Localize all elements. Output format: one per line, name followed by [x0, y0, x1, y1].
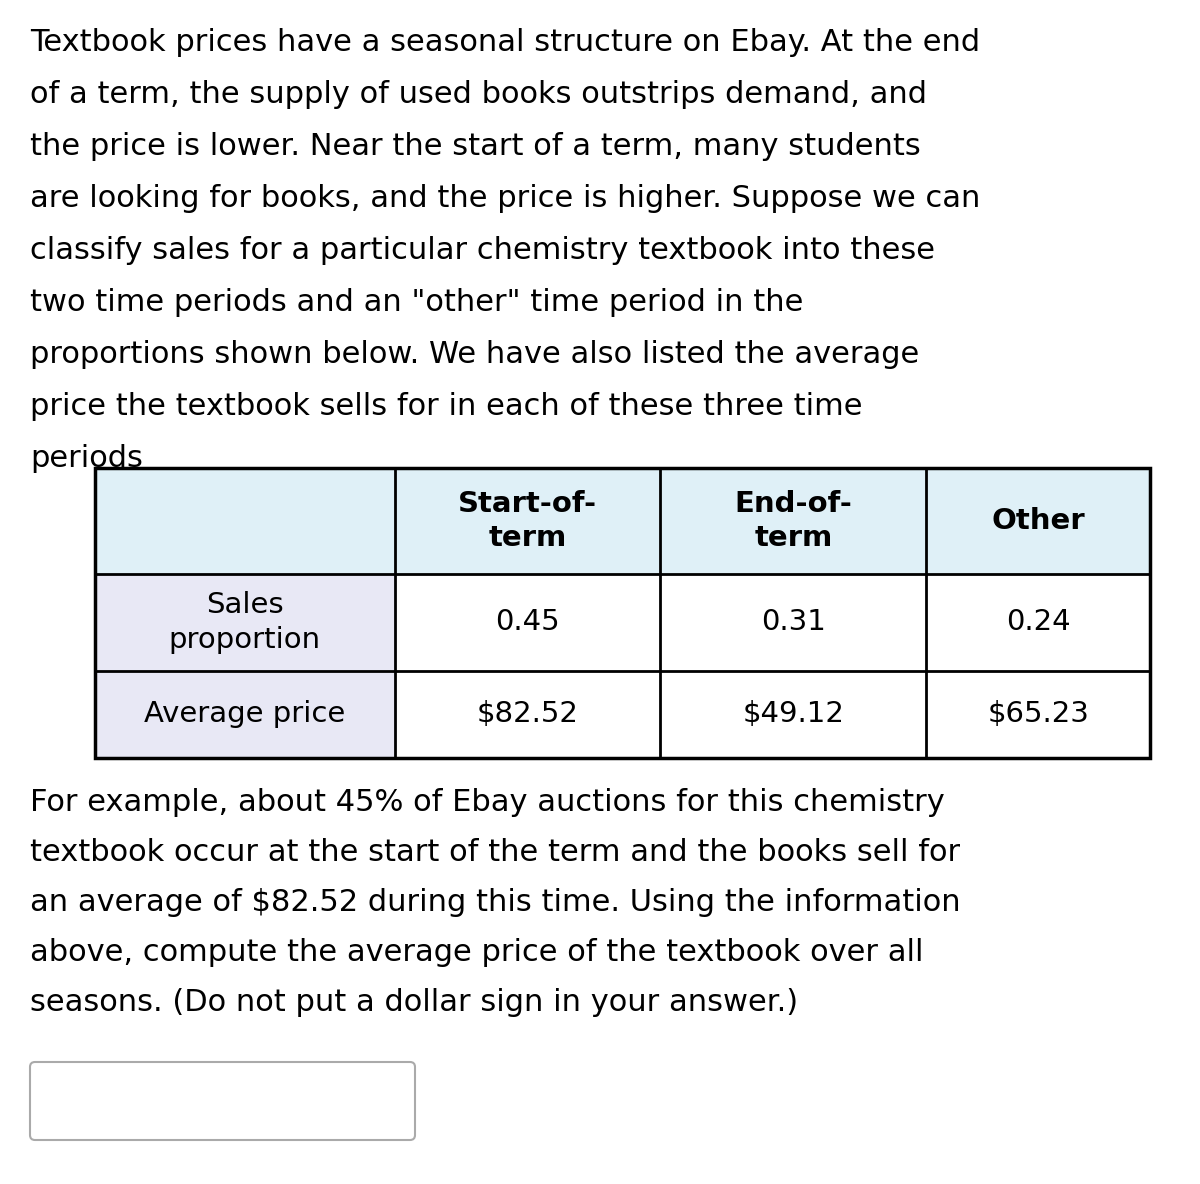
Text: above, compute the average price of the textbook over all: above, compute the average price of the …: [30, 938, 924, 967]
Text: $65.23: $65.23: [988, 701, 1090, 728]
Bar: [660, 574, 926, 671]
Text: the price is lower. Near the start of a term, many students: the price is lower. Near the start of a …: [30, 131, 920, 161]
Text: two time periods and an "other" time period in the: two time periods and an "other" time per…: [30, 288, 803, 317]
Text: For example, about 45% of Ebay auctions for this chemistry: For example, about 45% of Ebay auctions …: [30, 789, 944, 817]
Text: proportions shown below. We have also listed the average: proportions shown below. We have also li…: [30, 340, 919, 369]
Text: an average of $82.52 during this time. Using the information: an average of $82.52 during this time. U…: [30, 888, 961, 916]
Text: Textbook prices have a seasonal structure on Ebay. At the end: Textbook prices have a seasonal structur…: [30, 28, 980, 57]
Text: Sales
proportion: Sales proportion: [169, 591, 320, 654]
Bar: [95, 468, 1150, 758]
Text: price the textbook sells for in each of these three time: price the textbook sells for in each of …: [30, 392, 863, 422]
Text: of a term, the supply of used books outstrips demand, and: of a term, the supply of used books outs…: [30, 81, 928, 109]
Bar: [95, 671, 395, 758]
Bar: [926, 468, 1150, 574]
Bar: [395, 468, 660, 574]
Text: 0.24: 0.24: [1006, 609, 1070, 637]
Text: classify sales for a particular chemistry textbook into these: classify sales for a particular chemistr…: [30, 236, 935, 265]
Text: $82.52: $82.52: [476, 701, 578, 728]
Text: 0.31: 0.31: [761, 609, 826, 637]
Bar: [926, 671, 1150, 758]
Bar: [926, 574, 1150, 671]
Text: End-of-
term: End-of- term: [734, 490, 852, 552]
Bar: [95, 468, 395, 574]
Text: 0.45: 0.45: [496, 609, 560, 637]
Bar: [660, 468, 926, 574]
Bar: [95, 574, 395, 671]
Bar: [395, 671, 660, 758]
Text: Other: Other: [991, 507, 1085, 535]
Text: textbook occur at the start of the term and the books sell for: textbook occur at the start of the term …: [30, 838, 960, 867]
Bar: [395, 574, 660, 671]
Text: Average price: Average price: [144, 701, 346, 728]
Bar: [660, 671, 926, 758]
Text: seasons. (Do not put a dollar sign in your answer.): seasons. (Do not put a dollar sign in yo…: [30, 987, 798, 1017]
Text: Start-of-
term: Start-of- term: [458, 490, 598, 552]
Text: $49.12: $49.12: [743, 701, 845, 728]
Text: periods: periods: [30, 444, 143, 472]
FancyBboxPatch shape: [30, 1062, 415, 1140]
Text: are looking for books, and the price is higher. Suppose we can: are looking for books, and the price is …: [30, 184, 980, 213]
